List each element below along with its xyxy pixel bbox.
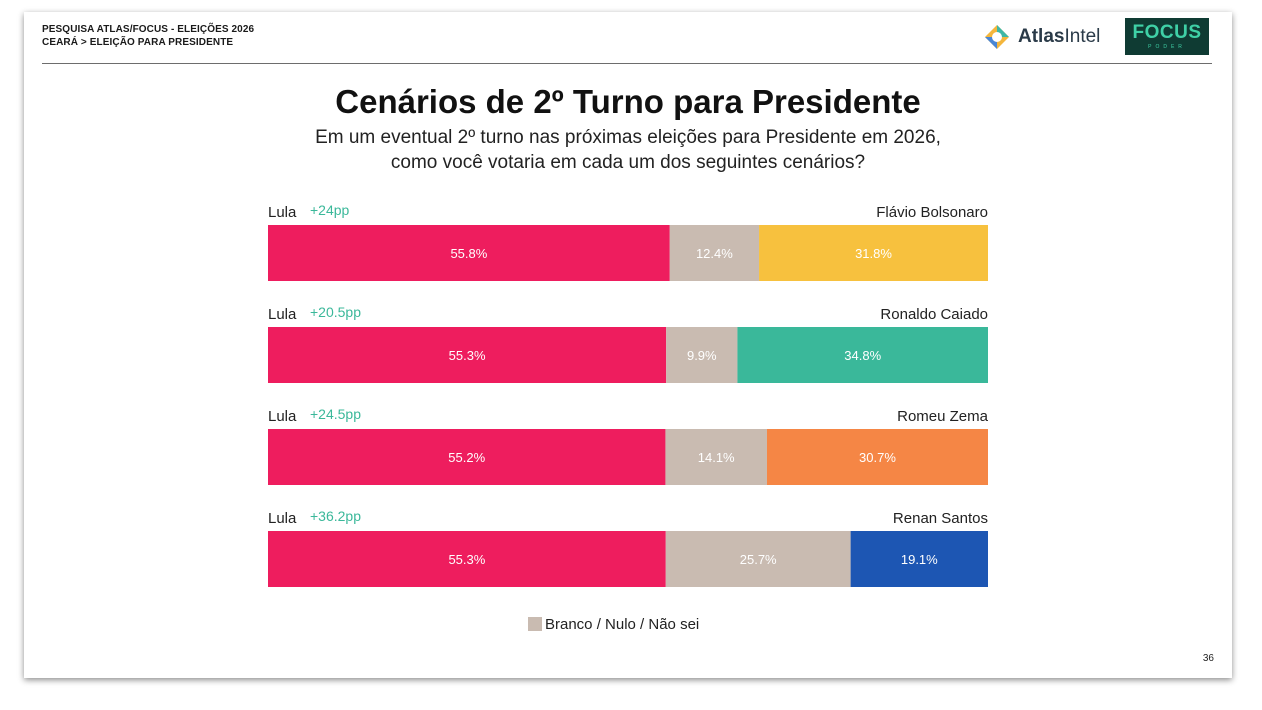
header-line-1: PESQUISA ATLAS/FOCUS - ELEIÇÕES 2026 — [42, 24, 255, 35]
opponent-segment — [850, 531, 988, 587]
left-candidate-label: Lula — [268, 408, 297, 425]
legend: Branco / Nulo / Não sei — [528, 616, 699, 633]
scenario-row: Lula +36.2pp Renan Santos 55.3% 25.7% 19.1% — [268, 508, 988, 587]
value-label: 30.7% — [859, 450, 896, 465]
value-label: 25.7% — [740, 552, 777, 567]
value-label: 19.1% — [901, 552, 938, 567]
atlas-wordmark-bold: Atlas — [1018, 26, 1065, 47]
scenario-row: Lula +24.5pp Romeu Zema 55.2% 14.1% 30.7% — [268, 406, 989, 485]
right-candidate-label: Flávio Bolsonaro — [876, 204, 988, 221]
margin-label: +20.5pp — [310, 304, 361, 320]
opponent-segment — [759, 225, 988, 281]
value-label: 34.8% — [844, 348, 881, 363]
page-number: 36 — [1202, 653, 1214, 664]
right-candidate-label: Romeu Zema — [897, 408, 989, 425]
focus-poder-logo: FOCUS PODER — [1125, 18, 1209, 55]
opponent-segment — [737, 327, 988, 383]
slide: PESQUISA ATLAS/FOCUS - ELEIÇÕES 2026 CEA… — [24, 12, 1232, 678]
margin-label: +24pp — [310, 202, 350, 218]
subtitle-line-2: como você votaria em cada um dos seguint… — [390, 152, 866, 173]
value-label: 31.8% — [855, 246, 892, 261]
report-header: PESQUISA ATLAS/FOCUS - ELEIÇÕES 2026 CEA… — [42, 23, 254, 49]
chart-subtitle: Em um eventual 2º turno nas próximas ele… — [24, 125, 1232, 175]
atlas-wordmark: AtlasIntel — [1018, 26, 1100, 48]
lula-segment — [268, 225, 670, 281]
right-candidate-label: Renan Santos — [893, 510, 988, 527]
value-label: 55.2% — [448, 450, 485, 465]
atlasintel-logo: AtlasIntel — [984, 24, 1100, 50]
left-candidate-label: Lula — [268, 306, 297, 323]
left-candidate-label: Lula — [268, 204, 297, 221]
lula-segment — [268, 327, 667, 383]
neutral-segment — [665, 429, 767, 485]
margin-label: +36.2pp — [310, 508, 361, 524]
atlas-wordmark-light: Intel — [1064, 26, 1101, 47]
focus-wordmark: FOCUS — [1132, 22, 1202, 43]
value-label: 9.9% — [687, 348, 717, 363]
legend-label: Branco / Nulo / Não sei — [545, 616, 699, 633]
value-label: 55.8% — [450, 246, 487, 261]
left-candidate-label: Lula — [268, 510, 297, 527]
neutral-segment — [669, 225, 760, 281]
opponent-segment — [766, 429, 988, 485]
value-label: 14.1% — [698, 450, 735, 465]
subtitle-line-1: Em um eventual 2º turno nas próximas ele… — [315, 127, 941, 148]
scenario-row: Lula +24pp Flávio Bolsonaro 55.8% 12.4% 31.8% — [268, 202, 988, 281]
header-divider — [42, 63, 1212, 64]
atlas-diamond-icon — [985, 25, 1009, 49]
margin-label: +24.5pp — [310, 406, 361, 422]
lula-segment — [268, 429, 666, 485]
neutral-segment — [666, 327, 738, 383]
chart-title: Cenários de 2º Turno para Presidente — [335, 83, 921, 120]
scenario-row: Lula +20.5pp Ronaldo Caiado 55.3% 9.9% 34.8% — [268, 304, 988, 383]
value-label: 55.3% — [448, 552, 485, 567]
header-line-2: CEARÁ > ELEIÇÃO PARA PRESIDENTE — [42, 37, 234, 48]
right-candidate-label: Ronaldo Caiado — [880, 306, 988, 323]
value-label: 55.3% — [449, 348, 486, 363]
poder-wordmark: PODER — [1148, 44, 1186, 50]
value-label: 12.4% — [696, 246, 733, 261]
runoff-scenarios-chart: Lula +24pp Flávio Bolsonaro 55.8% 12.4% 31.8%… — [268, 202, 989, 633]
lula-segment — [268, 531, 666, 587]
neutral-segment — [665, 531, 851, 587]
legend-swatch — [528, 617, 542, 631]
